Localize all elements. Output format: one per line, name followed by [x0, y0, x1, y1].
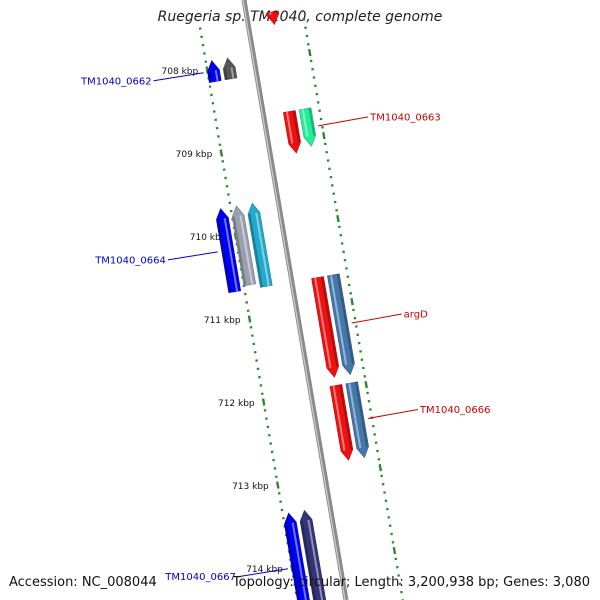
kbp-label: 710 kbp — [190, 233, 227, 243]
gene-arrow[interactable] — [329, 384, 354, 461]
gene-arrow[interactable] — [299, 509, 329, 600]
gene-arrow[interactable] — [284, 512, 313, 600]
kbp-label: 712 kbp — [218, 399, 255, 409]
gene-arrow[interactable] — [298, 107, 317, 147]
gene-arrow[interactable] — [327, 273, 355, 376]
major-tick — [392, 546, 397, 555]
gene-arrow[interactable] — [222, 57, 238, 81]
gene-features — [207, 10, 369, 600]
major-tick — [261, 398, 266, 406]
gene-label[interactable]: TM1040_0662 — [80, 76, 152, 87]
genome-backbone — [241, 0, 349, 600]
kbp-label: 708 kbp — [162, 67, 199, 77]
major-tick — [275, 481, 280, 489]
gene-label[interactable]: TM1040_0667 — [164, 572, 236, 583]
major-tick — [364, 380, 368, 389]
ruler-ticks: 708 kbp 709 kbp 710 kbp 711 kbp 712 kbp 713 k… — [162, 9, 405, 600]
gene-arrow[interactable] — [345, 381, 369, 459]
gene-arrow[interactable] — [247, 202, 273, 288]
label-leader — [367, 408, 418, 419]
major-tick — [322, 131, 326, 140]
genome-summary: Topology: circular; Length: 3,200,938 bp… — [232, 575, 590, 590]
gene-arrow[interactable] — [216, 208, 242, 294]
map-title: Ruegeria sp. TM1040, complete genome — [157, 9, 443, 25]
major-tick — [307, 48, 312, 57]
accession-text: Accession: NC_008044 — [9, 575, 157, 590]
gene-label[interactable]: TM1040_0664 — [94, 255, 166, 266]
gene-label[interactable]: TM1040_0663 — [369, 112, 441, 123]
major-tick — [350, 297, 354, 306]
gene-label[interactable]: TM1040_0666 — [419, 405, 491, 416]
label-leader — [153, 72, 204, 82]
major-tick — [219, 149, 224, 157]
label-leader — [351, 313, 402, 324]
gene-arrow[interactable] — [283, 110, 301, 154]
label-leader — [318, 116, 369, 127]
label-leader — [237, 568, 289, 578]
kbp-label: 709 kbp — [176, 150, 213, 160]
gene-arrow[interactable] — [266, 10, 280, 25]
backbone-highlight — [242, 0, 346, 600]
major-tick — [378, 463, 383, 472]
major-tick — [336, 214, 340, 223]
gene-arrow[interactable] — [207, 60, 222, 83]
kbp-label: 711 kbp — [204, 316, 241, 326]
kbp-label: 714 kbp — [246, 565, 283, 575]
gene-arrow[interactable] — [231, 205, 257, 287]
gene-labels: TM1040_0662 TM1040_0663 TM1040_0664 argD TM1… — [80, 72, 491, 583]
label-leader — [167, 251, 218, 261]
kbp-label: 713 kbp — [232, 482, 269, 492]
gene-label[interactable]: argD — [404, 310, 428, 321]
gene-arrow[interactable] — [311, 276, 340, 378]
major-tick — [247, 315, 252, 323]
